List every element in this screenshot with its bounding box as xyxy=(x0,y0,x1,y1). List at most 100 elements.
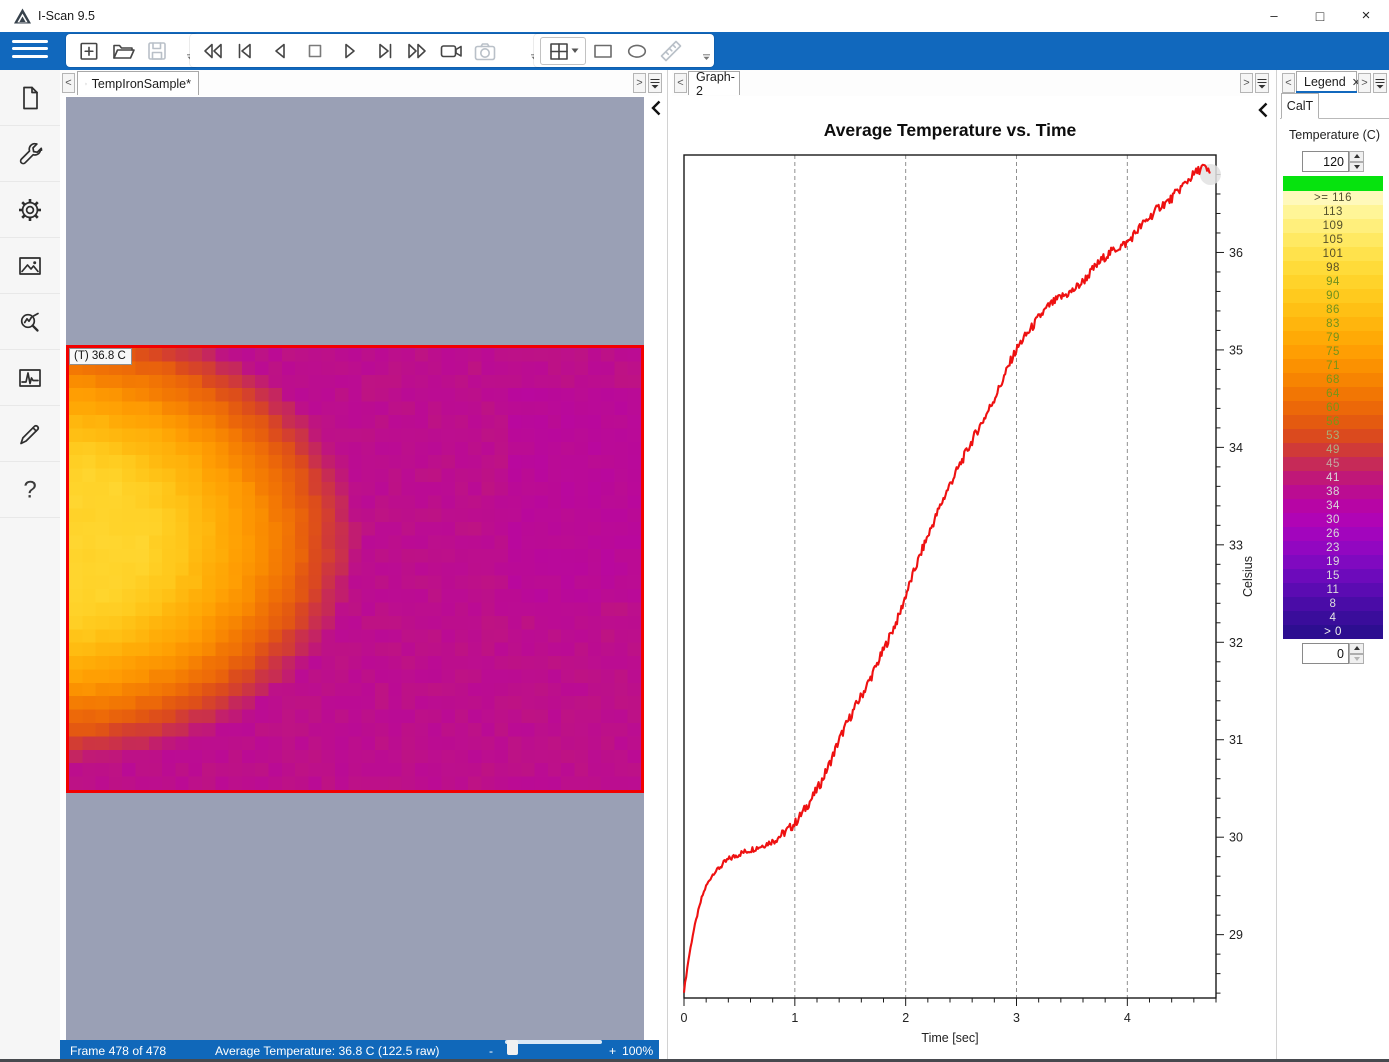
svg-text:34: 34 xyxy=(1229,441,1243,455)
svg-text:1: 1 xyxy=(791,1011,798,1025)
record-video-button[interactable] xyxy=(434,36,468,66)
snapshot-button[interactable] xyxy=(468,36,502,66)
svg-text:30: 30 xyxy=(1229,831,1243,845)
tab-options-button[interactable] xyxy=(648,73,662,93)
max-decrement-button[interactable] xyxy=(1349,162,1364,173)
minimize-button[interactable]: – xyxy=(1251,0,1297,32)
ellipse-roi-button[interactable] xyxy=(620,36,654,66)
tab-label: Legend xyxy=(1304,75,1346,89)
arrow-down-icon xyxy=(1354,165,1360,169)
open-file-button[interactable] xyxy=(106,36,140,66)
save-button[interactable] xyxy=(140,36,174,66)
grid-layout-button[interactable] xyxy=(540,37,586,65)
legend-min-value[interactable]: 0 xyxy=(1302,643,1349,664)
legend-row: 11 xyxy=(1283,583,1383,597)
svg-text:Celsius: Celsius xyxy=(1241,556,1255,597)
legend-row: 23 xyxy=(1283,541,1383,555)
previous-frame-button[interactable] xyxy=(264,36,298,66)
document-icon xyxy=(16,84,44,112)
tab-scroll-left-button[interactable]: < xyxy=(1282,73,1295,93)
first-frame-icon xyxy=(235,39,259,63)
ruler-button[interactable] xyxy=(654,36,688,66)
new-window-button[interactable] xyxy=(72,36,106,66)
tab-scroll-right-button[interactable]: > xyxy=(633,73,646,93)
zoom-out-button[interactable]: - xyxy=(489,1040,493,1062)
legend-row: 64 xyxy=(1283,387,1383,401)
rewind-button[interactable] xyxy=(196,36,230,66)
legend-row: 68 xyxy=(1283,373,1383,387)
maximize-button[interactable]: □ xyxy=(1297,0,1343,32)
record-video-icon xyxy=(439,39,463,63)
legend-row: 101 xyxy=(1283,247,1383,261)
play-button[interactable] xyxy=(332,36,366,66)
chevron-down-icon xyxy=(571,48,579,54)
sidebar-item-graph[interactable] xyxy=(0,350,60,406)
sidebar-item-tools[interactable] xyxy=(0,126,60,182)
status-bar: Frame 478 of 478 Average Temperature: 36… xyxy=(60,1040,659,1062)
legend-row: 26 xyxy=(1283,527,1383,541)
svg-text:36: 36 xyxy=(1229,246,1243,260)
play-icon xyxy=(337,39,361,63)
zoom-slider-track[interactable] xyxy=(505,1040,602,1044)
menu-button[interactable] xyxy=(12,39,52,63)
legend-row: 15 xyxy=(1283,569,1383,583)
legend-max-spinner: 120 xyxy=(1302,151,1364,172)
sidebar-item-image[interactable] xyxy=(0,238,60,294)
main-toolbar xyxy=(0,32,1389,70)
tab-scroll-right-button[interactable]: > xyxy=(1358,73,1371,93)
legend-row: >= 116 xyxy=(1283,191,1383,205)
tab-scroll-left-button[interactable]: < xyxy=(62,73,75,93)
next-frame-button[interactable] xyxy=(366,36,400,66)
sidebar-item-settings[interactable] xyxy=(0,182,60,238)
svg-text:3: 3 xyxy=(1013,1011,1020,1025)
tab-legend[interactable]: Legend ✕ xyxy=(1296,71,1357,92)
tab-scroll-left-button[interactable]: < xyxy=(674,73,687,93)
tab-graph-2[interactable]: Graph-2 xyxy=(688,71,740,95)
legend-row: 109 xyxy=(1283,219,1383,233)
first-frame-button[interactable] xyxy=(230,36,264,66)
tab-scroll-right-button[interactable]: > xyxy=(1240,73,1253,93)
new-window-icon xyxy=(77,39,101,63)
legend-row: 79 xyxy=(1283,331,1383,345)
legend-row: 71 xyxy=(1283,359,1383,373)
arrow-up-icon xyxy=(1354,646,1360,650)
sidebar: ? xyxy=(0,70,61,1059)
sidebar-item-help[interactable]: ? xyxy=(0,462,60,518)
sidebar-item-analyze[interactable] xyxy=(0,294,60,350)
toolbar-overflow-icon[interactable] xyxy=(702,48,711,66)
grid-layout-icon xyxy=(547,39,571,63)
svg-text:0: 0 xyxy=(681,1011,688,1025)
min-decrement-button[interactable] xyxy=(1349,654,1364,665)
tab-tempironsample[interactable]: TempIronSample* xyxy=(77,71,199,95)
legend-max-value[interactable]: 120 xyxy=(1302,151,1349,172)
legend-row: > 0 xyxy=(1283,625,1383,639)
zoom-in-button[interactable]: + xyxy=(609,1040,616,1062)
tab-options-button[interactable] xyxy=(1373,73,1387,93)
rectangle-roi-button[interactable] xyxy=(586,36,620,66)
sidebar-item-annotate[interactable] xyxy=(0,406,60,462)
min-increment-button[interactable] xyxy=(1349,643,1364,654)
tab-options-button[interactable] xyxy=(1255,73,1269,93)
tab-menu-icon xyxy=(1257,78,1267,89)
close-button[interactable]: × xyxy=(1343,0,1389,32)
legend-tabbar: < Legend ✕ > xyxy=(1280,70,1389,93)
tab-calt[interactable]: CalT xyxy=(1281,93,1319,119)
overflow-color-bar xyxy=(1283,176,1383,191)
collapse-image-panel-button[interactable] xyxy=(646,99,663,119)
fast-forward-button[interactable] xyxy=(400,36,434,66)
thermal-image-roi[interactable]: (T) 36.8 C xyxy=(66,345,644,793)
stop-button[interactable] xyxy=(298,36,332,66)
max-increment-button[interactable] xyxy=(1349,151,1364,162)
fast-forward-icon xyxy=(405,39,429,63)
zoom-slider-handle[interactable] xyxy=(507,1040,518,1055)
thermal-canvas-area[interactable]: (T) 36.8 C xyxy=(66,97,644,1040)
ruler-icon xyxy=(659,39,683,63)
tab-menu-icon xyxy=(650,78,660,89)
legend-subtab-strip: CalT xyxy=(1280,93,1389,119)
toolbar-group-file xyxy=(66,34,198,67)
temperature-chart[interactable]: 012342930313233343536Average Temperature… xyxy=(672,96,1270,1062)
collapse-graph-panel-button[interactable] xyxy=(1253,101,1270,121)
toolbar-group-annotate xyxy=(534,34,714,67)
svg-text:Time [sec]: Time [sec] xyxy=(921,1031,978,1045)
sidebar-item-document[interactable] xyxy=(0,70,60,126)
